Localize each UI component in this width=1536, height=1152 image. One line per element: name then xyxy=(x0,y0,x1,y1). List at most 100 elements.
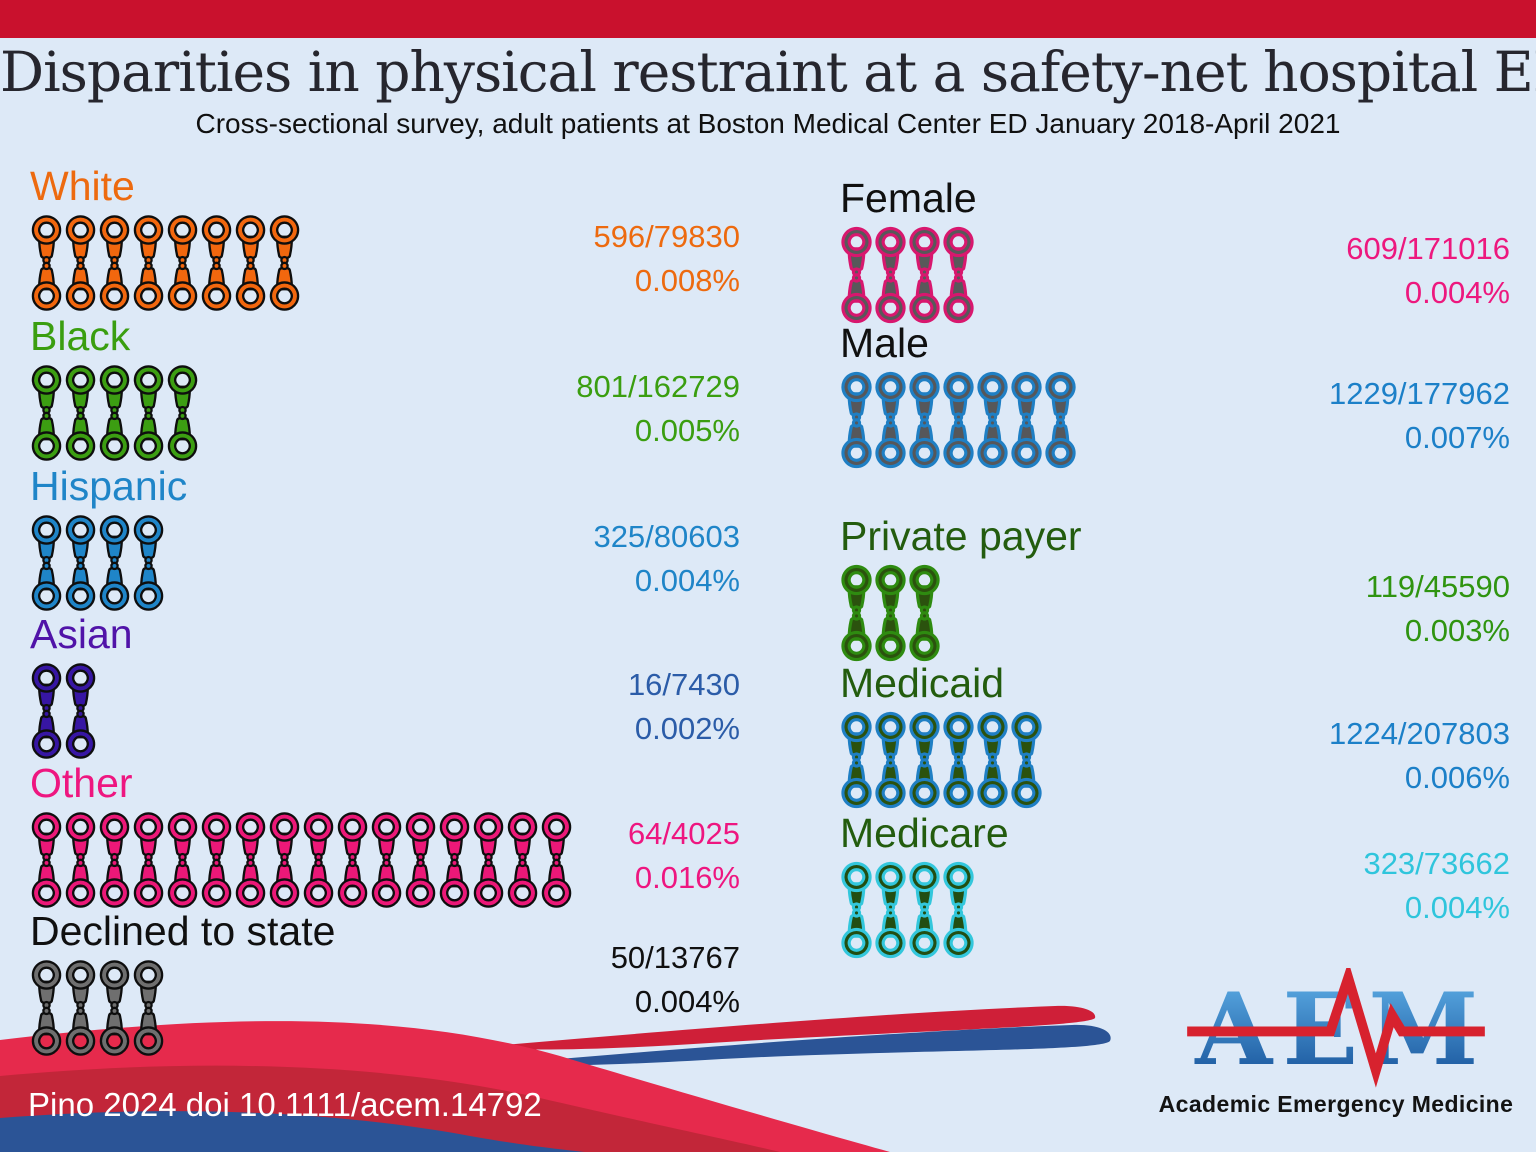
handcuffs-icon xyxy=(541,812,572,908)
category-row-white: White 596/79830 0.008% xyxy=(30,163,740,313)
category-row-hispanic: Hispanic 325/80603 0.004% xyxy=(30,463,740,613)
category-stats: 323/73662 0.004% xyxy=(1363,842,1510,930)
handcuffs-icon xyxy=(235,215,266,311)
handcuffs-icon xyxy=(167,365,198,461)
category-label: Black xyxy=(30,313,131,359)
handcuffs-icon xyxy=(133,365,164,461)
handcuffs-icon xyxy=(875,226,906,324)
category-stats: 325/80603 0.004% xyxy=(593,515,740,603)
handcuffs-icon xyxy=(99,960,130,1056)
restrained-percent: 0.004% xyxy=(1404,275,1510,310)
category-label: White xyxy=(30,163,135,209)
handcuffs-icon xyxy=(977,371,1008,469)
restrained-fraction: 801/162729 xyxy=(576,369,740,404)
restrained-percent: 0.002% xyxy=(634,711,740,746)
handcuffs-icon-strip xyxy=(30,513,740,613)
handcuffs-icon xyxy=(133,515,164,611)
category-label: Male xyxy=(840,320,929,366)
handcuffs-icon-strip xyxy=(30,363,740,463)
category-stats: 1224/207803 0.006% xyxy=(1329,712,1510,800)
category-stats: 50/13767 0.004% xyxy=(611,936,740,1024)
restrained-percent: 0.008% xyxy=(634,263,740,298)
page-title: Disparities in physical restraint at a s… xyxy=(0,40,1536,104)
page-subtitle: Cross-sectional survey, adult patients a… xyxy=(195,108,1341,139)
restrained-percent: 0.004% xyxy=(634,984,740,1019)
handcuffs-icon xyxy=(99,812,130,908)
handcuffs-icon xyxy=(31,663,62,759)
handcuffs-icon xyxy=(65,663,96,759)
handcuffs-icon xyxy=(405,812,436,908)
restrained-percent: 0.016% xyxy=(634,860,740,895)
restrained-fraction: 609/171016 xyxy=(1346,231,1510,266)
handcuffs-icon xyxy=(167,812,198,908)
handcuffs-icon xyxy=(201,215,232,311)
handcuffs-icon xyxy=(65,365,96,461)
handcuffs-icon xyxy=(909,371,940,469)
handcuffs-icon xyxy=(269,812,300,908)
handcuffs-icon xyxy=(269,215,300,311)
handcuffs-icon xyxy=(875,371,906,469)
handcuffs-icon xyxy=(235,812,266,908)
handcuffs-icon xyxy=(943,226,974,324)
category-row-female: Female 609/171016 0.004% xyxy=(840,175,1510,325)
handcuffs-icon xyxy=(31,960,62,1056)
handcuffs-icon xyxy=(133,960,164,1056)
category-row-private-payer: Private payer 119/45590 0.003% xyxy=(840,513,1510,663)
handcuffs-icon xyxy=(977,711,1008,809)
handcuffs-icon xyxy=(439,812,470,908)
category-row-asian: Asian 16/7430 0.002% xyxy=(30,611,740,761)
handcuffs-icon xyxy=(303,812,334,908)
handcuffs-icon xyxy=(31,215,62,311)
category-stats: 1229/177962 0.007% xyxy=(1329,372,1510,460)
restrained-fraction: 323/73662 xyxy=(1363,846,1510,881)
handcuffs-icon xyxy=(841,711,872,809)
handcuffs-icon-strip xyxy=(840,860,1510,960)
handcuffs-icon xyxy=(31,365,62,461)
handcuffs-icon xyxy=(99,215,130,311)
restrained-percent: 0.006% xyxy=(1404,760,1510,795)
handcuffs-icon-strip xyxy=(840,710,1510,810)
handcuffs-icon xyxy=(875,564,906,662)
category-label: Medicare xyxy=(840,810,1009,856)
handcuffs-icon xyxy=(507,812,538,908)
handcuffs-icon xyxy=(31,812,62,908)
handcuffs-icon xyxy=(31,515,62,611)
category-label: Asian xyxy=(30,611,133,657)
handcuffs-icon xyxy=(943,861,974,959)
handcuffs-icon xyxy=(841,861,872,959)
aem-logo-name: Academic Emergency Medicine xyxy=(1158,1091,1514,1117)
handcuffs-icon-strip xyxy=(30,213,740,313)
category-stats: 119/45590 0.003% xyxy=(1366,565,1510,653)
top-red-bar xyxy=(0,0,1536,38)
handcuffs-icon xyxy=(841,226,872,324)
aem-logo: AEM Academic Emergency Medicine xyxy=(1152,961,1520,1118)
restrained-percent: 0.004% xyxy=(1404,890,1510,925)
handcuffs-icon xyxy=(909,861,940,959)
restrained-percent: 0.007% xyxy=(1404,420,1510,455)
handcuffs-icon xyxy=(943,711,974,809)
handcuffs-icon xyxy=(133,812,164,908)
handcuffs-icon xyxy=(1045,371,1076,469)
handcuffs-icon xyxy=(167,215,198,311)
ekg-line-icon xyxy=(1187,961,1485,1088)
handcuffs-icon xyxy=(99,365,130,461)
restrained-fraction: 119/45590 xyxy=(1365,569,1510,604)
handcuffs-icon xyxy=(371,812,402,908)
handcuffs-icon xyxy=(201,812,232,908)
category-row-male: Male 1229/177962 0.007% xyxy=(840,320,1510,470)
category-stats: 609/171016 0.004% xyxy=(1346,227,1510,315)
handcuffs-icon xyxy=(875,711,906,809)
handcuffs-icon xyxy=(943,371,974,469)
handcuffs-icon xyxy=(65,215,96,311)
handcuffs-icon-strip xyxy=(840,225,1510,325)
category-label: Declined to state xyxy=(30,908,336,954)
handcuffs-icon xyxy=(65,812,96,908)
handcuffs-icon xyxy=(909,564,940,662)
category-stats: 801/162729 0.005% xyxy=(576,365,740,453)
handcuffs-icon xyxy=(133,215,164,311)
category-label: Other xyxy=(30,760,133,806)
category-stats: 596/79830 0.008% xyxy=(593,215,740,303)
category-label: Medicaid xyxy=(840,660,1005,706)
handcuffs-icon xyxy=(99,515,130,611)
restrained-fraction: 325/80603 xyxy=(593,519,740,554)
